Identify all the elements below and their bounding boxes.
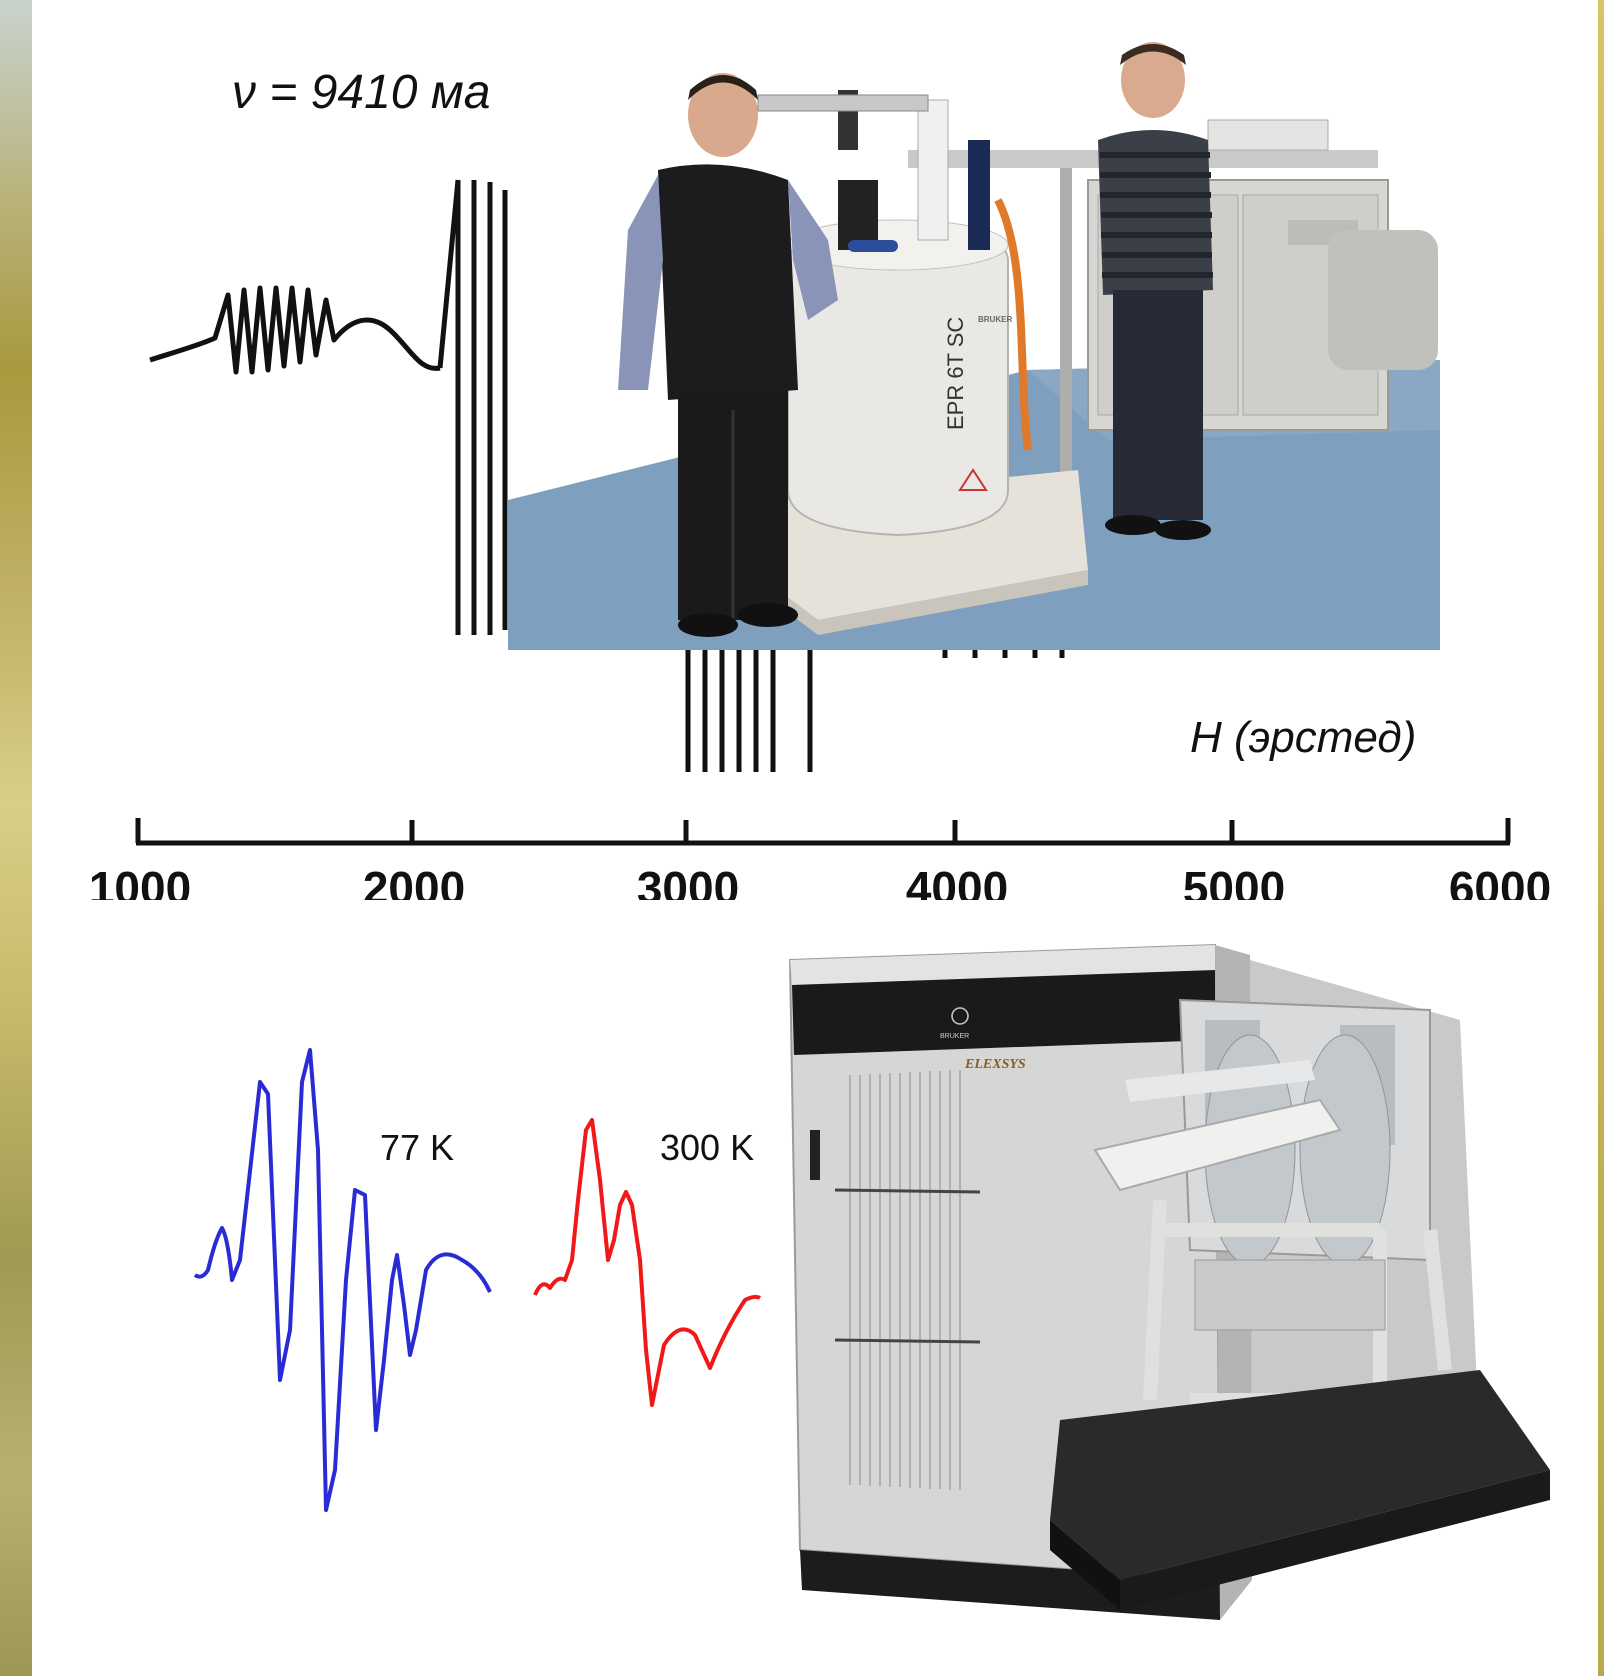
elexsys-spectrometer-photo: ELEXSYS BRUKER	[788, 943, 1550, 1620]
cabinet-brand: BRUKER	[940, 1033, 969, 1040]
axis-tick-6000: 6000	[1449, 862, 1551, 900]
axis-tick-2000: 2000	[363, 862, 465, 900]
label-77k: 77 K	[380, 1127, 454, 1168]
left-background-strip	[0, 0, 32, 1676]
spectrum-bottom-lines	[685, 650, 1065, 772]
cabinet-vents	[849, 1070, 961, 1490]
person-right	[1098, 42, 1213, 540]
magnet-label: EPR 6T SC	[943, 317, 968, 430]
spectrum-tall-lines	[437, 179, 508, 635]
axis-tick-1000: 1000	[89, 862, 191, 900]
epr-spectrum-figure: ν = 9410 ма H (эрстед) 1000	[89, 66, 1551, 900]
epr-temperature-curves: 77 K 300 K	[193, 1048, 762, 1512]
frequency-label: ν = 9410 ма	[232, 66, 490, 119]
magnet-brand: BRUKER	[978, 315, 1012, 324]
person-left	[618, 73, 838, 637]
label-300k: 300 K	[660, 1127, 754, 1168]
curve-300k	[533, 1118, 762, 1407]
curve-77k	[193, 1048, 492, 1512]
epr-lab-photo: EPR 6T SC BRUKER	[508, 30, 1440, 650]
axis-tick-3000: 3000	[637, 862, 739, 900]
field-axis	[135, 818, 1511, 846]
spectrum-trace-left	[149, 285, 441, 375]
axis-tick-5000: 5000	[1183, 862, 1285, 900]
right-background-strip	[1598, 0, 1604, 1676]
axis-tick-4000: 4000	[906, 862, 1008, 900]
cabinet-model-label: ELEXSYS	[964, 1057, 1026, 1072]
axis-label: H (эрстед)	[1190, 713, 1416, 762]
